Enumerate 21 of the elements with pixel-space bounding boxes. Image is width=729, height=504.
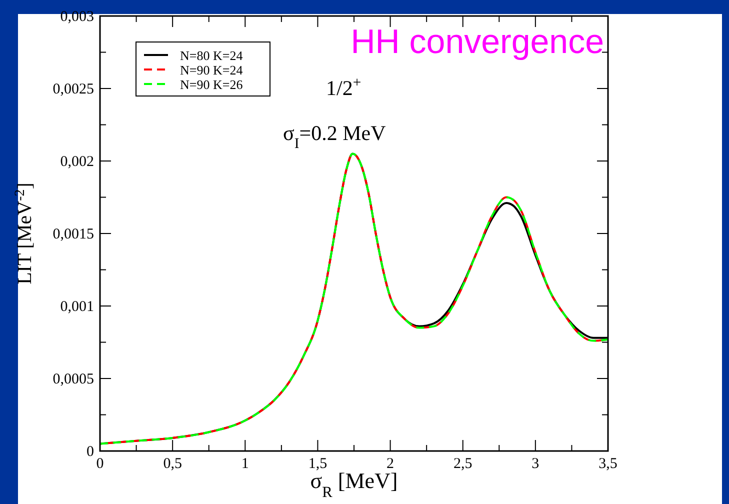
x-tick-label: 1 [241, 456, 249, 472]
x-tick-label: 0 [96, 456, 104, 472]
legend-label: N=90 K=26 [180, 77, 244, 92]
y-tick-label: 0 [86, 444, 94, 460]
y-tick-label: 0,0005 [52, 372, 94, 388]
annotation: 1/2$^{+}$ [326, 75, 362, 100]
legend-label: N=90 K=24 [180, 62, 244, 78]
x-tick-label: 2 [386, 456, 394, 472]
chart-title: HH convergence [350, 23, 604, 61]
legend-label: N=80 K=24 [180, 48, 244, 63]
y-tick-label: 0,001 [60, 299, 94, 315]
y-tick-label: 0,0025 [52, 82, 94, 98]
y-tick-label: 0,002 [60, 154, 94, 170]
x-tick-label: 1,5 [308, 456, 328, 472]
x-tick-label: 0,5 [163, 456, 182, 472]
x-tick-label: 3 [532, 456, 540, 472]
annotation: σ$_{I}$=0.2 MeV [283, 121, 386, 152]
y-tick-label: 0,0015 [52, 226, 94, 242]
x-tick-label: 2,5 [453, 456, 472, 472]
x-tick-label: 3,5 [598, 456, 618, 472]
y-tick-label: 0,003 [60, 9, 94, 25]
